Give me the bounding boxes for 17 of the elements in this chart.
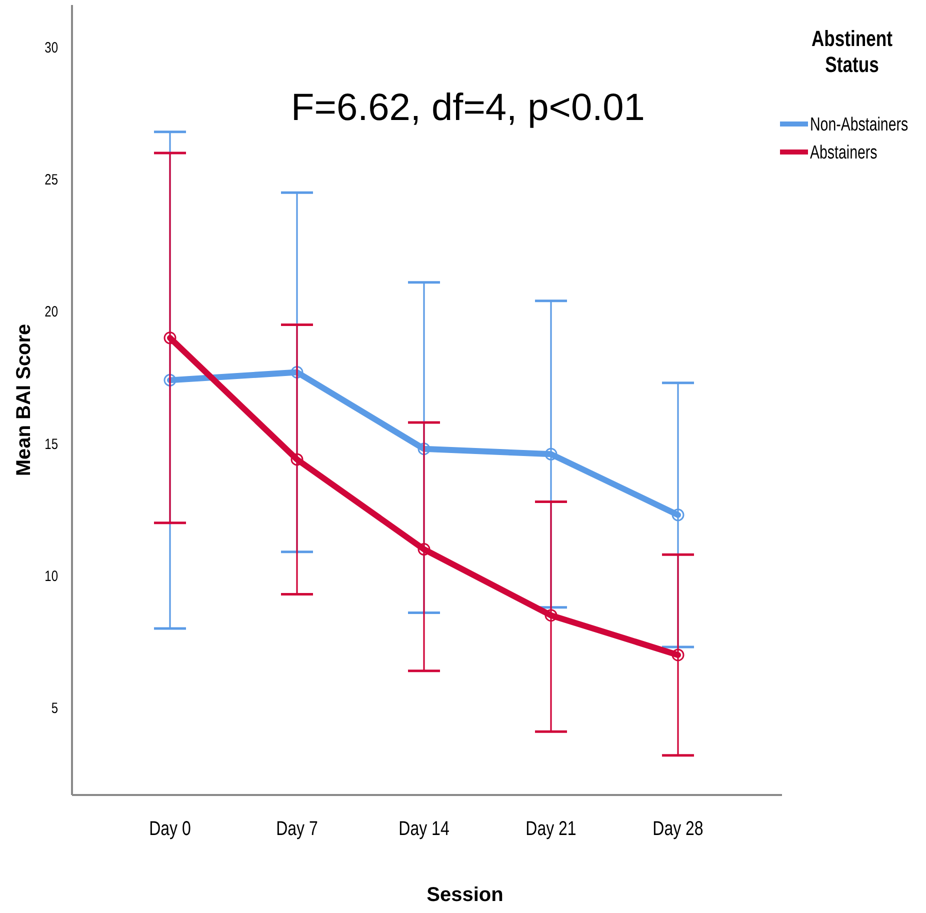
y-tick-label: 25 bbox=[44, 171, 58, 188]
y-tick-label: 20 bbox=[44, 303, 58, 320]
y-tick-label: 30 bbox=[44, 39, 58, 56]
y-axis-title: Mean BAI Score bbox=[13, 324, 35, 476]
legend-title: Abstinent Status bbox=[811, 27, 893, 78]
x-tick-label: Day 7 bbox=[276, 817, 318, 840]
y-tick-label: 10 bbox=[44, 568, 58, 584]
y-tick-label: 15 bbox=[44, 436, 58, 452]
x-tick-label: Day 28 bbox=[652, 817, 704, 840]
annotation: F=6.62, df=4, p<0.01 bbox=[291, 87, 645, 129]
x-tick-label: Day 0 bbox=[149, 817, 191, 840]
x-tick-label: Day 14 bbox=[398, 817, 450, 840]
y-tick-label: 5 bbox=[51, 700, 58, 716]
legend-label: Abstainers bbox=[810, 142, 878, 164]
x-tick-label: Day 21 bbox=[526, 817, 576, 840]
x-axis-title: Session bbox=[426, 884, 504, 906]
legend-label: Non-Abstainers bbox=[810, 114, 908, 136]
